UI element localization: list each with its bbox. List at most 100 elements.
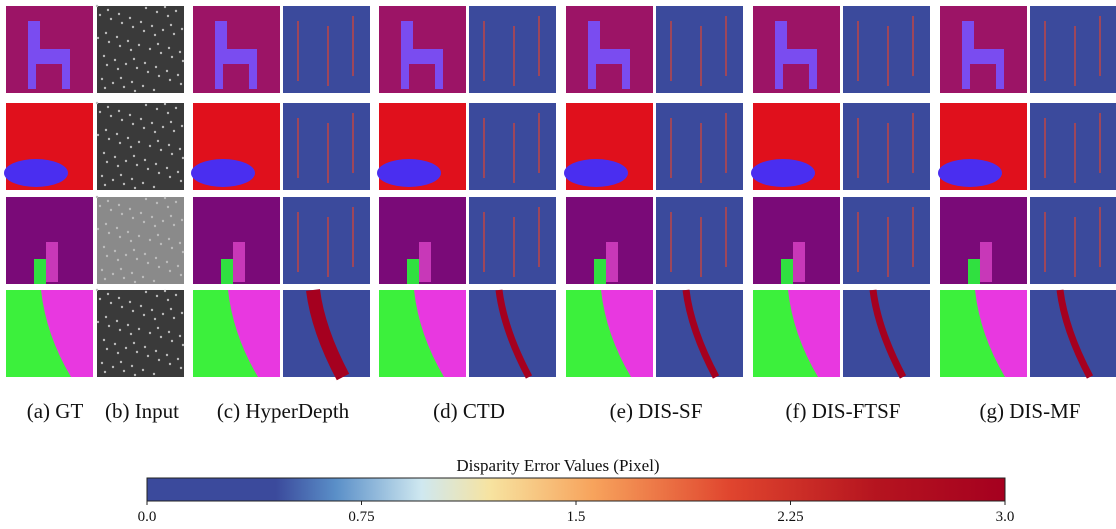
image-tile bbox=[940, 290, 1027, 377]
speckle bbox=[111, 365, 115, 369]
captions: (a) GT (b) Input (c) HyperDepth (d) CTD (e) … bbox=[27, 399, 1081, 423]
speckle bbox=[141, 368, 145, 372]
speckle bbox=[119, 267, 123, 271]
image-tile bbox=[753, 290, 840, 377]
input-image bbox=[97, 103, 184, 190]
speckle bbox=[115, 226, 119, 230]
image-tile bbox=[566, 6, 653, 93]
speckle bbox=[176, 264, 180, 268]
speckle bbox=[156, 139, 160, 143]
speckle bbox=[95, 195, 99, 199]
speckle bbox=[168, 269, 172, 273]
object bbox=[34, 259, 46, 284]
speckle bbox=[176, 73, 180, 77]
speckle bbox=[169, 120, 173, 124]
speckle bbox=[98, 110, 102, 114]
object bbox=[968, 259, 980, 284]
speckle bbox=[117, 296, 121, 300]
speckle bbox=[124, 62, 128, 66]
error-map bbox=[469, 197, 556, 284]
speckle bbox=[176, 357, 180, 361]
chair bbox=[401, 21, 443, 89]
speckle bbox=[167, 46, 171, 50]
speckle bbox=[155, 294, 159, 298]
error-map bbox=[843, 197, 930, 284]
speckle bbox=[118, 141, 122, 145]
speckle bbox=[131, 309, 135, 313]
speckle bbox=[154, 349, 158, 353]
speckle bbox=[96, 227, 100, 231]
speckle bbox=[143, 252, 147, 256]
speckle bbox=[128, 207, 132, 211]
speckle bbox=[104, 128, 108, 132]
speckle bbox=[113, 58, 117, 62]
image-tile bbox=[843, 289, 930, 379]
error-edges bbox=[857, 16, 914, 86]
object bbox=[564, 159, 628, 187]
speckle bbox=[167, 143, 171, 147]
image-tile bbox=[4, 103, 93, 190]
caption: (e) DIS-SF bbox=[610, 399, 703, 423]
speckle bbox=[95, 101, 99, 105]
speckle bbox=[133, 186, 137, 190]
object bbox=[191, 159, 255, 187]
speckle bbox=[124, 253, 128, 257]
object bbox=[233, 242, 245, 282]
image-tile bbox=[377, 103, 466, 190]
error-map bbox=[656, 103, 743, 190]
speckle bbox=[163, 5, 167, 9]
speckle bbox=[103, 183, 107, 187]
speckle bbox=[118, 44, 122, 48]
image-tile bbox=[95, 195, 185, 284]
speckle bbox=[165, 353, 169, 357]
speckle bbox=[103, 277, 107, 281]
image-tile bbox=[95, 288, 185, 377]
speckle bbox=[146, 167, 150, 171]
speckle bbox=[155, 107, 159, 111]
object bbox=[751, 159, 815, 187]
speckle bbox=[107, 137, 111, 141]
speckle bbox=[129, 145, 133, 149]
speckle bbox=[172, 316, 176, 320]
speckle bbox=[128, 16, 132, 20]
speckle bbox=[170, 152, 174, 156]
speckle bbox=[122, 85, 126, 89]
speckle bbox=[146, 70, 150, 74]
region bbox=[975, 290, 1027, 377]
error-map bbox=[469, 6, 556, 93]
image-tile bbox=[379, 6, 466, 93]
speckle bbox=[142, 126, 146, 130]
speckle bbox=[111, 178, 115, 182]
colorbar-title: Disparity Error Values (Pixel) bbox=[456, 456, 659, 475]
image-grid bbox=[4, 4, 1116, 381]
speckle bbox=[119, 360, 123, 364]
error-edges bbox=[670, 207, 727, 277]
speckle bbox=[135, 163, 139, 167]
speckle bbox=[170, 339, 174, 343]
speckle bbox=[119, 76, 123, 80]
speckle bbox=[166, 298, 170, 302]
speckle bbox=[129, 48, 133, 52]
speckle bbox=[148, 331, 152, 335]
speckle bbox=[141, 275, 145, 279]
speckle bbox=[152, 88, 156, 92]
speckle bbox=[153, 130, 157, 134]
speckle bbox=[163, 196, 167, 200]
speckle bbox=[104, 31, 108, 35]
chair bbox=[962, 21, 1004, 89]
speckle bbox=[180, 218, 184, 222]
speckle bbox=[115, 132, 119, 136]
speckle bbox=[103, 86, 107, 90]
image-tile bbox=[469, 103, 556, 190]
speckle bbox=[137, 140, 141, 144]
speckle bbox=[133, 280, 137, 284]
image-tile bbox=[656, 6, 743, 93]
error-edges bbox=[483, 207, 540, 277]
speckle bbox=[131, 216, 135, 220]
object bbox=[980, 242, 992, 282]
tick-label: 0.0 bbox=[138, 509, 157, 524]
speckle bbox=[135, 350, 139, 354]
image-tile bbox=[95, 101, 185, 190]
error-map bbox=[656, 197, 743, 284]
speckle bbox=[148, 144, 152, 148]
